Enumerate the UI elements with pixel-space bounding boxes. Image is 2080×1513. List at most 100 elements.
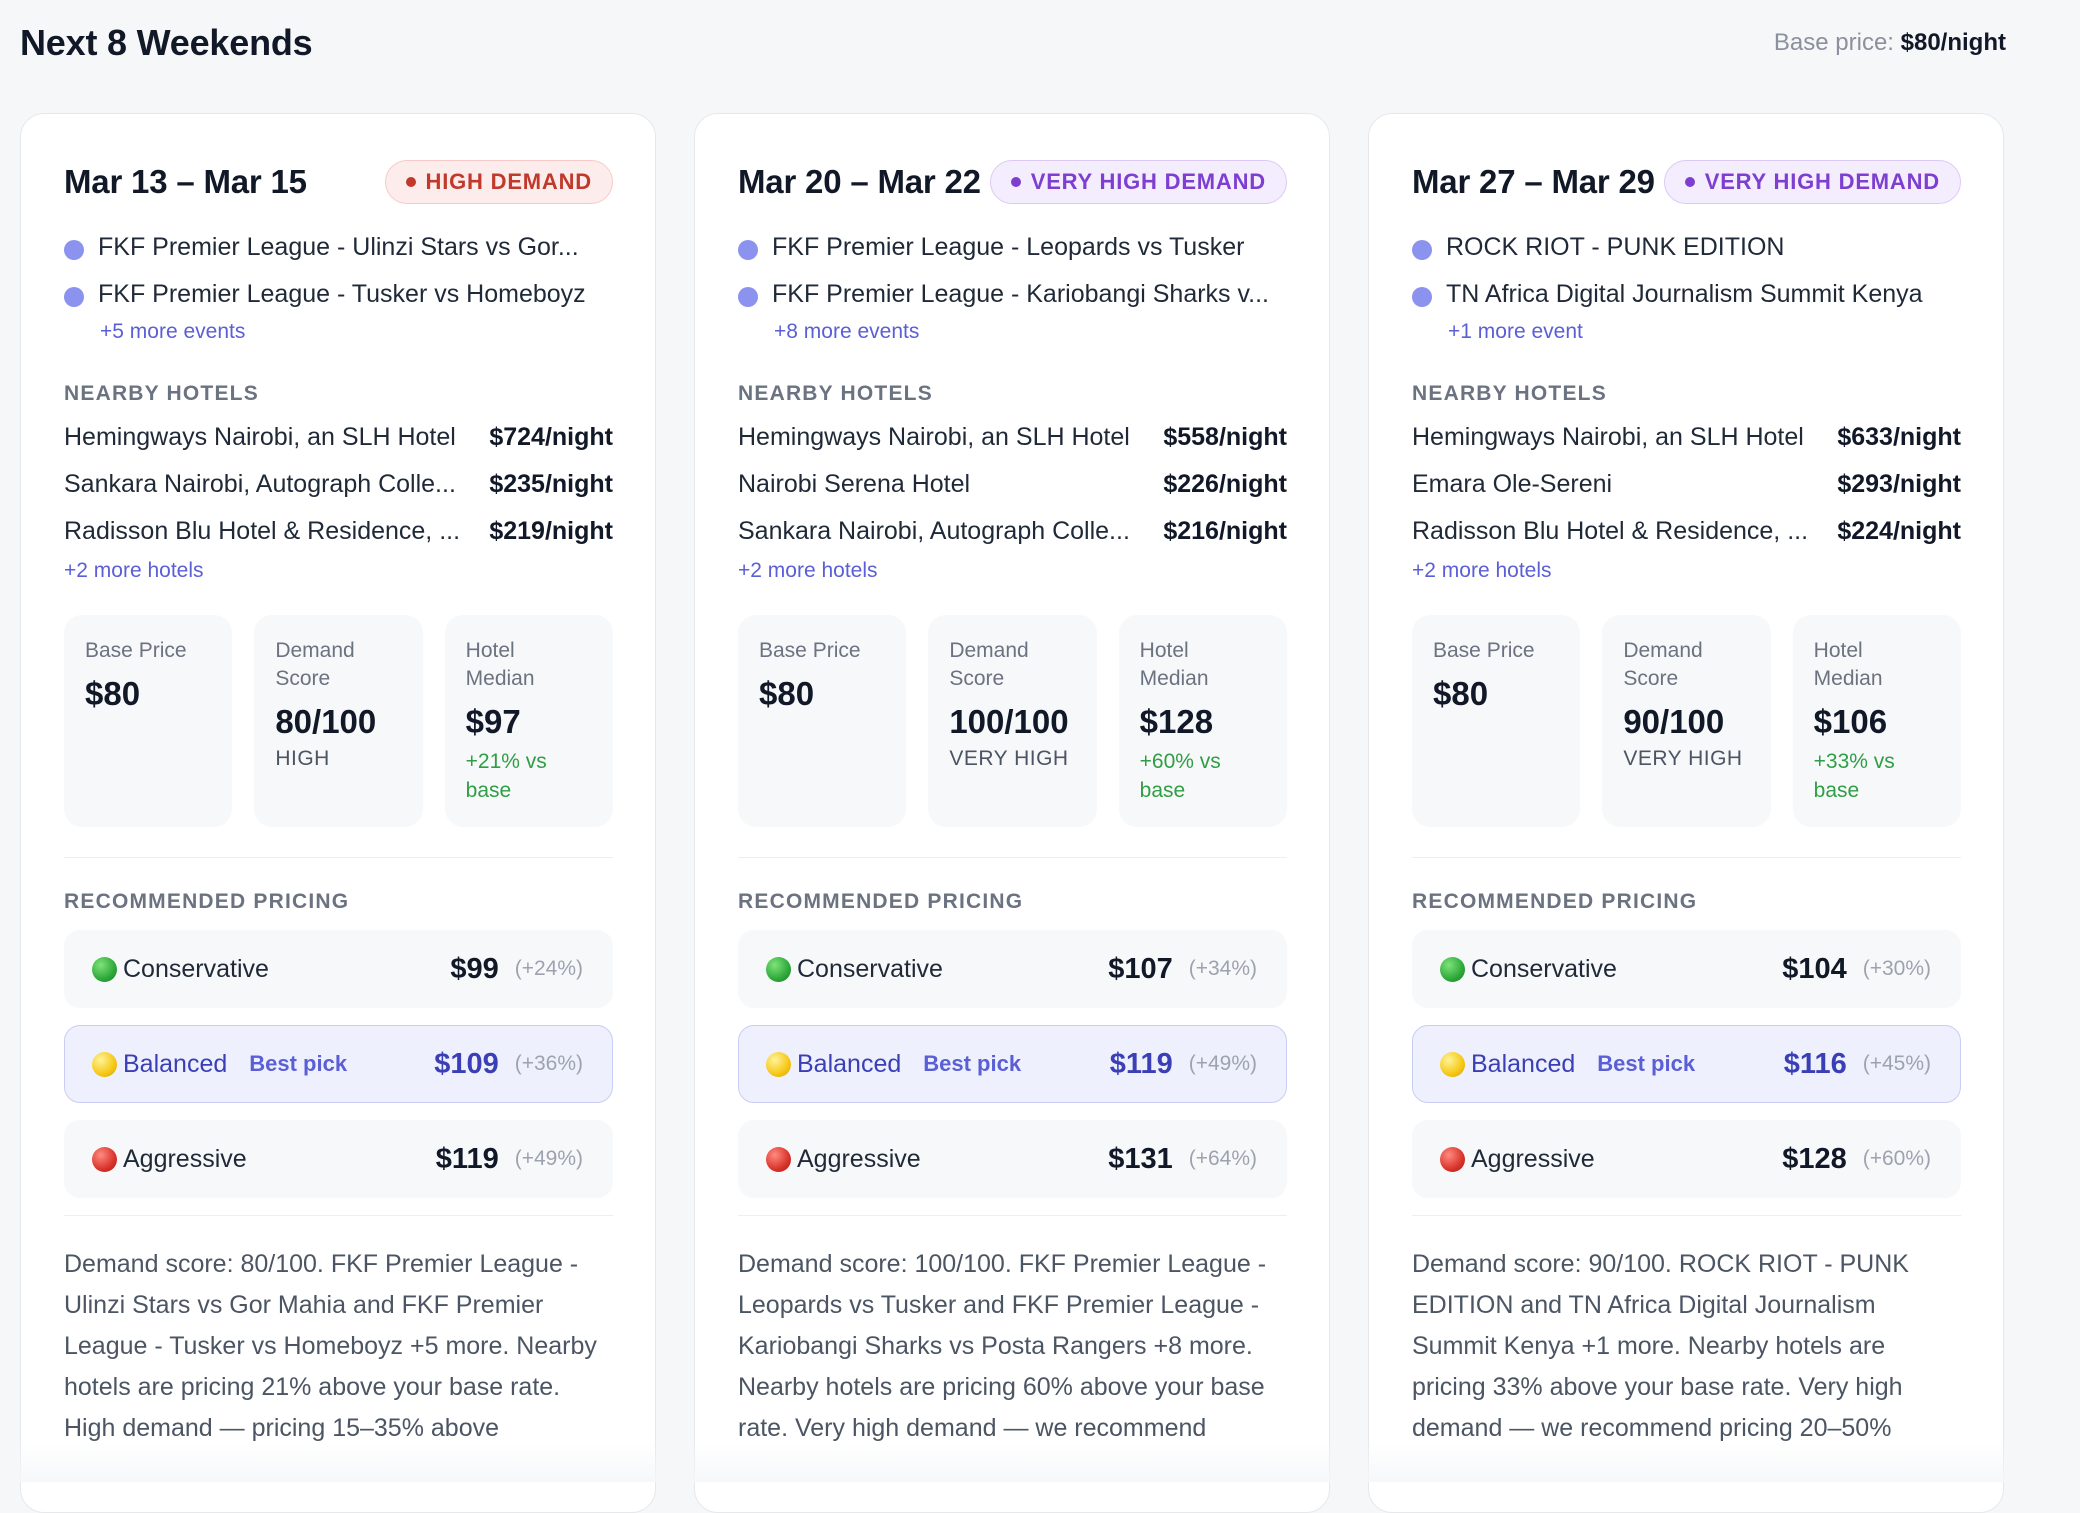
red-circle-icon: [92, 1146, 117, 1172]
hotel-list: Hemingways Nairobi, an SLH Hotel $633/ni…: [1412, 414, 1961, 583]
hotel-median-stat: Hotel Median $128 +60% vs base: [1118, 615, 1287, 827]
tier-percent: (+49%): [1188, 1052, 1257, 1075]
yellow-circle-icon: [766, 1051, 791, 1077]
stat-value: $128: [1139, 703, 1214, 740]
demand-score-stat: Demand Score 90/100 VERY HIGH: [1602, 615, 1771, 827]
hotel-name: Radisson Blu Hotel & Residence, ...: [64, 517, 461, 545]
tier-name: Balanced: [1471, 1049, 1576, 1078]
weekend-card[interactable]: Mar 27 – Mar 29 VERY HIGH DEMAND ROCK RI…: [1368, 113, 2004, 1513]
tier-price: $116: [1783, 1047, 1847, 1080]
event-name: FKF Premier League - Kariobangi Sharks v…: [772, 280, 1269, 308]
tier-percent: (+64%): [1188, 1147, 1257, 1170]
pricing-option-aggressive[interactable]: Aggressive $128 (+60%): [1412, 1120, 1961, 1198]
more-events-link[interactable]: +5 more events: [100, 320, 246, 343]
nearby-hotels-heading: NEARBY HOTELS: [1412, 382, 1607, 405]
more-events-link[interactable]: +1 more event: [1448, 320, 1583, 343]
event-item: FKF Premier League - Leopards vs Tusker: [738, 224, 1287, 271]
demand-badge-label: VERY HIGH DEMAND: [1030, 169, 1266, 194]
stat-label: Hotel Median: [1813, 639, 1883, 690]
pricing-option-conservative[interactable]: Conservative $107 (+34%): [738, 930, 1287, 1008]
demand-badge-label: HIGH DEMAND: [425, 169, 592, 194]
event-dot-icon: [1412, 286, 1432, 307]
hotel-name: Sankara Nairobi, Autograph Colle...: [64, 470, 456, 498]
date-range: Mar 20 – Mar 22: [738, 163, 981, 200]
date-range: Mar 27 – Mar 29: [1412, 163, 1655, 200]
pricing-summary: Demand score: 80/100. FKF Premier League…: [64, 1250, 597, 1442]
more-hotels-link[interactable]: +2 more hotels: [738, 559, 878, 582]
hotel-price: $226/night: [1163, 470, 1287, 498]
stat-label: Demand Score: [949, 639, 1029, 690]
green-circle-icon: [766, 956, 791, 982]
pricing-option-aggressive[interactable]: Aggressive $131 (+64%): [738, 1120, 1287, 1198]
tier-percent: (+30%): [1862, 957, 1931, 980]
demand-score-stat: Demand Score 80/100 HIGH: [254, 615, 423, 827]
pricing-options: Conservative $107 (+34%) Balanced Best p…: [738, 930, 1287, 1198]
stat-value: 100/100: [949, 703, 1069, 740]
base-price-summary-value: $80/night: [1900, 29, 2006, 56]
hotel-list: Hemingways Nairobi, an SLH Hotel $558/ni…: [738, 414, 1287, 583]
weekend-card[interactable]: Mar 20 – Mar 22 VERY HIGH DEMAND FKF Pre…: [694, 113, 1330, 1513]
pricing-options: Conservative $104 (+30%) Balanced Best p…: [1412, 930, 1961, 1198]
page-title: Next 8 Weekends: [20, 22, 313, 63]
page-header: Next 8 Weekends Base price: $80/night: [20, 18, 2006, 68]
badge-dot-icon: [1684, 177, 1695, 187]
more-hotels-link[interactable]: +2 more hotels: [1412, 559, 1552, 582]
hotel-row: Sankara Nairobi, Autograph Colle... $216…: [738, 508, 1287, 555]
hotel-row: Emara Ole-Sereni $293/night: [1412, 461, 1961, 508]
event-name: FKF Premier League - Ulinzi Stars vs Gor…: [98, 233, 579, 261]
stats-row: Base Price $80 Demand Score 100/100 VERY…: [738, 615, 1287, 827]
nearby-hotels-heading: NEARBY HOTELS: [738, 382, 933, 405]
stat-label: Demand Score: [275, 639, 355, 690]
pricing-option-balanced[interactable]: Balanced Best pick $119 (+49%): [738, 1025, 1287, 1103]
green-circle-icon: [92, 956, 117, 982]
event-name: ROCK RIOT - PUNK EDITION: [1446, 233, 1785, 261]
card-header: Mar 13 – Mar 15 HIGH DEMAND: [64, 158, 613, 206]
hotel-list: Hemingways Nairobi, an SLH Hotel $724/ni…: [64, 414, 613, 583]
hotel-row: Nairobi Serena Hotel $226/night: [738, 461, 1287, 508]
hotel-price: $558/night: [1163, 423, 1287, 451]
more-hotels-link[interactable]: +2 more hotels: [64, 559, 204, 582]
hotel-median-stat: Hotel Median $106 +33% vs base: [1792, 615, 1961, 827]
pricing-option-balanced[interactable]: Balanced Best pick $109 (+36%): [64, 1025, 613, 1103]
event-dot-icon: [738, 239, 758, 260]
tier-name: Balanced: [123, 1049, 228, 1078]
divider: [1412, 1215, 1961, 1216]
recommended-pricing-heading: RECOMMENDED PRICING: [1412, 890, 1698, 913]
hotel-price: $235/night: [489, 470, 613, 498]
tier-price: $128: [1782, 1142, 1847, 1175]
stat-value: $97: [465, 703, 521, 740]
base-price-stat: Base Price $80: [738, 615, 907, 827]
hotel-row: Sankara Nairobi, Autograph Colle... $235…: [64, 461, 613, 508]
weekend-card[interactable]: Mar 13 – Mar 15 HIGH DEMAND FKF Premier …: [20, 113, 656, 1513]
pricing-option-aggressive[interactable]: Aggressive $119 (+49%): [64, 1120, 613, 1198]
event-name: FKF Premier League - Leopards vs Tusker: [772, 233, 1245, 261]
hotel-name: Hemingways Nairobi, an SLH Hotel: [1412, 423, 1804, 451]
tier-price: $131: [1108, 1142, 1173, 1175]
event-list: ROCK RIOT - PUNK EDITION TN Africa Digit…: [1412, 224, 1961, 344]
stat-value: $80: [759, 675, 815, 712]
pricing-option-balanced[interactable]: Balanced Best pick $116 (+45%): [1412, 1025, 1961, 1103]
tier-name: Aggressive: [123, 1144, 247, 1173]
more-events-link[interactable]: +8 more events: [774, 320, 920, 343]
hotel-price: $293/night: [1837, 470, 1961, 498]
divider: [738, 857, 1287, 858]
hotel-name: Radisson Blu Hotel & Residence, ...: [1412, 517, 1809, 545]
event-dot-icon: [738, 286, 758, 307]
pricing-summary: Demand score: 90/100. ROCK RIOT - PUNK E…: [1412, 1250, 1909, 1442]
base-price-stat: Base Price $80: [64, 615, 233, 827]
red-circle-icon: [766, 1146, 791, 1172]
demand-level: HIGH: [275, 747, 330, 770]
hotel-name: Hemingways Nairobi, an SLH Hotel: [738, 423, 1130, 451]
median-delta: +21% vs base: [465, 750, 547, 802]
pricing-option-conservative[interactable]: Conservative $104 (+30%): [1412, 930, 1961, 1008]
nearby-hotels-heading: NEARBY HOTELS: [64, 382, 259, 405]
card-header: Mar 27 – Mar 29 VERY HIGH DEMAND: [1412, 158, 1961, 206]
tier-name: Conservative: [797, 954, 943, 983]
hotel-name: Sankara Nairobi, Autograph Colle...: [738, 517, 1130, 545]
event-item: TN Africa Digital Journalism Summit Keny…: [1412, 271, 1961, 318]
base-price-summary-label: Base price:: [1773, 29, 1894, 56]
tier-percent: (+49%): [514, 1147, 583, 1170]
hotel-name: Hemingways Nairobi, an SLH Hotel: [64, 423, 456, 451]
tier-price: $119: [435, 1142, 499, 1175]
pricing-option-conservative[interactable]: Conservative $99 (+24%): [64, 930, 613, 1008]
